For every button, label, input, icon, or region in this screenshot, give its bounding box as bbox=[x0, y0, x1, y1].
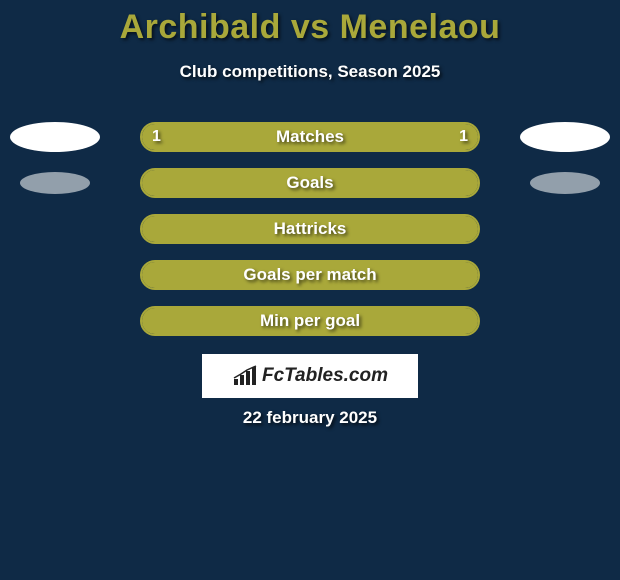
logo-text: FcTables.com bbox=[262, 365, 388, 387]
comparison-rows: Matches 1 1 Goals Hattricks Goals per match Mi… bbox=[0, 122, 620, 352]
stat-bar-left-fill bbox=[142, 170, 310, 196]
left-player-disc bbox=[10, 122, 100, 152]
left-player-disc bbox=[20, 172, 90, 194]
stat-label: Matches bbox=[276, 127, 344, 147]
right-player-disc bbox=[530, 172, 600, 194]
stat-label: Goals per match bbox=[243, 265, 376, 285]
stat-bar-right-fill bbox=[310, 170, 478, 196]
stat-bar: Hattricks bbox=[140, 214, 480, 244]
right-player-disc bbox=[520, 122, 610, 152]
comparison-row: Min per goal bbox=[0, 306, 620, 336]
page-title: Archibald vs Menelaou bbox=[0, 8, 620, 47]
stat-label: Hattricks bbox=[274, 219, 347, 239]
comparison-row: Hattricks bbox=[0, 214, 620, 244]
logo: FcTables.com bbox=[232, 365, 388, 387]
stat-bar: Matches 1 1 bbox=[140, 122, 480, 152]
comparison-row: Goals bbox=[0, 168, 620, 198]
stat-bar: Goals bbox=[140, 168, 480, 198]
stat-bar: Goals per match bbox=[140, 260, 480, 290]
subtitle: Club competitions, Season 2025 bbox=[0, 62, 620, 82]
stat-right-value: 1 bbox=[459, 128, 468, 146]
stat-left-value: 1 bbox=[152, 128, 161, 146]
comparison-row: Matches 1 1 bbox=[0, 122, 620, 152]
logo-box: FcTables.com bbox=[202, 354, 418, 398]
bar-chart-icon bbox=[232, 365, 258, 387]
comparison-row: Goals per match bbox=[0, 260, 620, 290]
stat-label: Min per goal bbox=[260, 311, 360, 331]
stat-label: Goals bbox=[286, 173, 333, 193]
date-line: 22 february 2025 bbox=[0, 408, 620, 428]
stat-bar: Min per goal bbox=[140, 306, 480, 336]
